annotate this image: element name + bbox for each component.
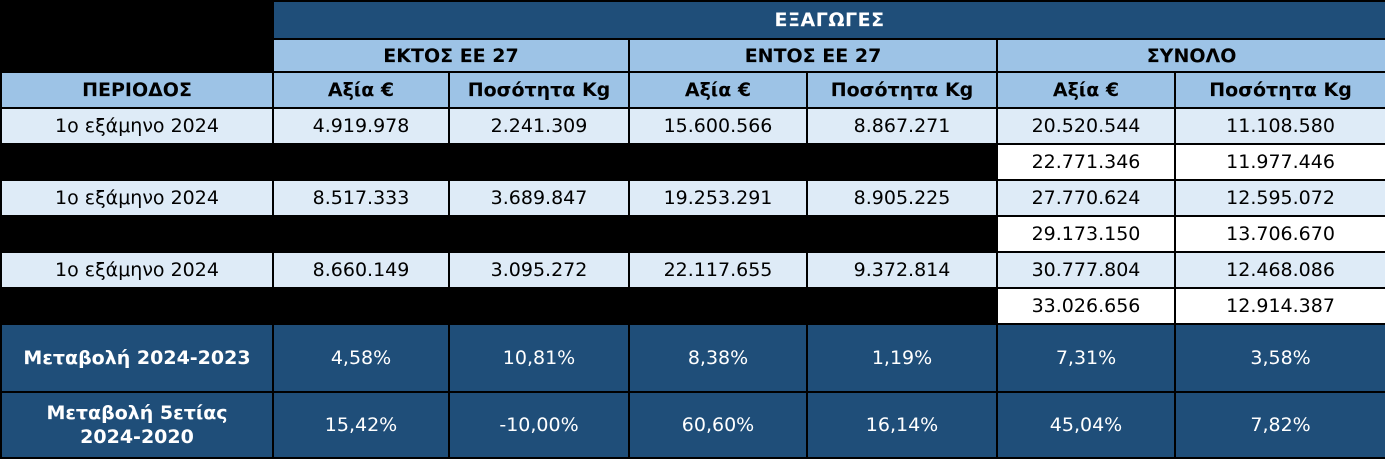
corner-blank-2 — [0, 38, 274, 73]
value-cell: 11.977.446 — [1173, 143, 1385, 181]
value-cell: 8.660.149 — [272, 251, 450, 289]
value-cell: 30.777.804 — [996, 251, 1176, 289]
group-header-row: ΕΚΤΟΣ ΕΕ 27 ΕΝΤΟΣ ΕΕ 27 ΣΥΝΟΛΟ — [0, 38, 1385, 73]
period-cell: 1ο εξάμηνο 2024 — [0, 107, 274, 145]
change-cell: -10,00% — [448, 391, 630, 459]
change-cell: 7,82% — [1173, 391, 1385, 459]
change-cell: 8,38% — [628, 323, 808, 393]
group-intra-eu: ΕΝΤΟΣ ΕΕ 27 — [628, 38, 998, 73]
table-row: 29.173.150 13.706.670 — [0, 215, 1385, 253]
value-cell: 8.867.271 — [806, 107, 998, 145]
change-label-line2: 2024-2020 — [80, 426, 194, 448]
value-cell: 27.770.624 — [996, 179, 1176, 217]
period-cell: 1ο εξάμηνο 2024 — [0, 251, 274, 289]
subheader-value: Αξία € — [628, 71, 808, 109]
change-cell: 7,31% — [996, 323, 1176, 393]
change-row-5year: Μεταβολή 5ετίας 2024-2020 15,42% -10,00%… — [0, 391, 1385, 459]
group-total: ΣΥΝΟΛΟ — [995, 38, 1385, 73]
subheader-value: Αξία € — [272, 71, 450, 109]
value-cell: 2.241.309 — [448, 107, 630, 145]
period-header: ΠΕΡΙΟΔΟΣ — [0, 71, 274, 109]
blank-cell — [0, 143, 998, 181]
value-cell: 3.095.272 — [448, 251, 630, 289]
value-cell: 13.706.670 — [1173, 215, 1385, 253]
value-cell: 3.689.847 — [448, 179, 630, 217]
value-cell: 9.372.814 — [806, 251, 998, 289]
change-cell: 45,04% — [996, 391, 1176, 459]
subheader-value: Αξία € — [996, 71, 1176, 109]
change-cell: 3,58% — [1173, 323, 1385, 393]
value-cell: 12.468.086 — [1173, 251, 1385, 289]
table-row: 1ο εξάμηνο 2024 4.919.978 2.241.309 15.6… — [0, 107, 1385, 145]
value-cell: 20.520.544 — [996, 107, 1176, 145]
value-cell: 4.919.978 — [272, 107, 450, 145]
value-cell: 29.173.150 — [996, 215, 1176, 253]
table-row: 1ο εξάμηνο 2024 8.517.333 3.689.847 19.2… — [0, 179, 1385, 217]
blank-cell — [0, 287, 998, 325]
group-extra-eu: ΕΚΤΟΣ ΕΕ 27 — [272, 38, 630, 73]
value-cell: 11.108.580 — [1173, 107, 1385, 145]
value-cell: 33.026.656 — [996, 287, 1176, 325]
change-cell: 15,42% — [272, 391, 450, 459]
value-cell: 12.914.387 — [1173, 287, 1385, 325]
value-cell: 19.253.291 — [628, 179, 808, 217]
value-cell: 12.595.072 — [1173, 179, 1385, 217]
corner-blank — [0, 0, 274, 40]
period-cell: 1ο εξάμηνο 2024 — [0, 179, 274, 217]
value-cell: 22.117.655 — [628, 251, 808, 289]
table-row: 22.771.346 11.977.446 — [0, 143, 1385, 181]
change-label-line1: Μεταβολή 5ετίας — [46, 402, 228, 424]
change-label: Μεταβολή 5ετίας 2024-2020 — [0, 391, 274, 459]
change-cell: 10,81% — [448, 323, 630, 393]
change-cell: 4,58% — [272, 323, 450, 393]
subheader-quantity: Ποσότητα Kg — [1173, 71, 1385, 109]
subheader-quantity: Ποσότητα Kg — [806, 71, 998, 109]
value-cell: 8.905.225 — [806, 179, 998, 217]
value-cell: 22.771.346 — [996, 143, 1176, 181]
table-row: 33.026.656 12.914.387 — [0, 287, 1385, 325]
title-row: ΕΞΑΓΩΓΕΣ — [0, 0, 1385, 40]
change-label: Μεταβολή 2024-2023 — [0, 323, 274, 393]
table-row: 1ο εξάμηνο 2024 8.660.149 3.095.272 22.1… — [0, 251, 1385, 289]
change-cell: 60,60% — [628, 391, 808, 459]
blank-cell — [0, 215, 998, 253]
subheader-quantity: Ποσότητα Kg — [448, 71, 630, 109]
value-cell: 15.600.566 — [628, 107, 808, 145]
change-cell: 16,14% — [806, 391, 998, 459]
subheader-row: ΠΕΡΙΟΔΟΣ Αξία € Ποσότητα Kg Αξία € Ποσότ… — [0, 71, 1385, 109]
change-row-yearly: Μεταβολή 2024-2023 4,58% 10,81% 8,38% 1,… — [0, 323, 1385, 393]
value-cell: 8.517.333 — [272, 179, 450, 217]
table-title: ΕΞΑΓΩΓΕΣ — [271, 0, 1385, 40]
change-cell: 1,19% — [806, 323, 998, 393]
